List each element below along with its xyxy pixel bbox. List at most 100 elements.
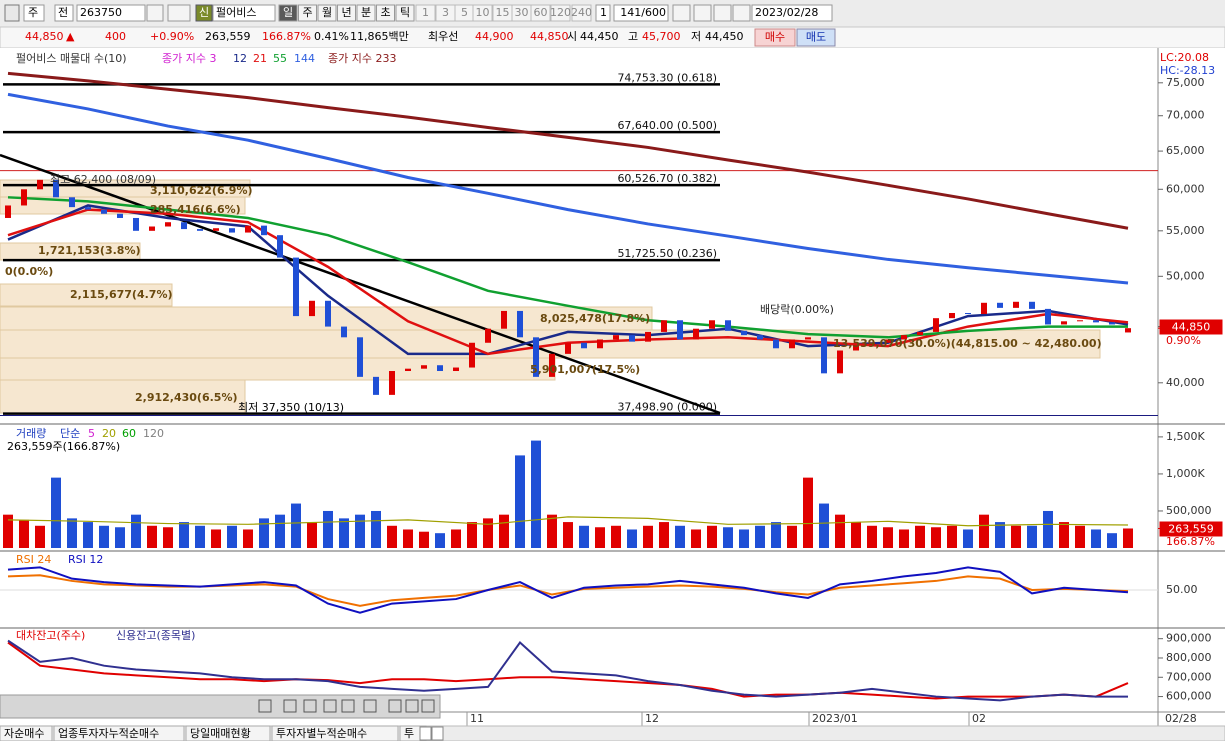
candle [165, 222, 171, 227]
tool-button[interactable] [732, 4, 751, 22]
quote-turnover: 0.41% [314, 30, 349, 43]
candle [277, 235, 283, 258]
legend-ma: 21 [253, 52, 267, 65]
input[interactable] [76, 4, 146, 22]
profile-label: 2,912,430(6.5%) [135, 391, 238, 404]
y-tick-label: 800,000 [1166, 651, 1212, 664]
tool-button[interactable] [672, 4, 691, 22]
float-icon[interactable] [303, 699, 317, 713]
quote-high-label: 고 [628, 30, 638, 43]
candle [405, 368, 411, 372]
minute-button[interactable] [530, 4, 551, 22]
label: 전 [58, 6, 68, 19]
volume-bar [3, 514, 13, 548]
ma-line [7, 71, 1129, 230]
float-icon[interactable] [341, 699, 355, 713]
buy-button[interactable] [754, 28, 796, 47]
candle [789, 339, 795, 349]
volume-bar [275, 514, 285, 548]
tool-button[interactable] [713, 4, 732, 22]
legend-credit: 신용잔고(종목별) [116, 629, 195, 642]
icon[interactable] [4, 4, 20, 22]
float-icon[interactable] [421, 699, 435, 713]
input[interactable] [595, 4, 611, 22]
x-tick-label: 02/28 [1165, 712, 1197, 725]
legend-ma: 144 [294, 52, 315, 65]
candle [389, 371, 395, 395]
volume-bar [1091, 529, 1101, 548]
candle [1045, 308, 1051, 325]
quote-arrow: ▲ [66, 30, 75, 43]
float-icon[interactable] [405, 699, 419, 713]
fib-label: 67,640.00 (0.500) [617, 119, 717, 132]
float-icon[interactable] [323, 699, 337, 713]
date-input[interactable] [751, 4, 833, 22]
volume-bar [147, 525, 157, 548]
minute-button[interactable] [415, 4, 436, 22]
minute-button[interactable] [571, 4, 592, 22]
label: 일 [283, 5, 293, 19]
sell-button[interactable] [796, 28, 836, 47]
float-icon[interactable] [363, 699, 377, 713]
float-icon[interactable] [388, 699, 402, 713]
minute-label: 3 [442, 6, 449, 19]
candle [645, 331, 651, 342]
candle [901, 335, 907, 340]
minute-label: 10 [476, 6, 490, 19]
float-icon[interactable] [283, 699, 297, 713]
input[interactable] [613, 4, 669, 22]
y-tick-label: 55,000 [1166, 224, 1205, 237]
volume-bar [851, 522, 861, 548]
floating-toolbar[interactable] [0, 694, 441, 719]
profile-label: 1,721,153(3.8%) [38, 244, 141, 257]
candle [933, 318, 939, 332]
volume-bar [195, 525, 205, 548]
candle [21, 189, 27, 206]
volume-bar [1123, 528, 1133, 548]
period-button[interactable] [376, 4, 395, 22]
dropdown[interactable] [23, 4, 45, 22]
tab-scroll[interactable] [431, 726, 444, 741]
label: 매수 [765, 31, 785, 44]
candle [1109, 322, 1115, 325]
profile-label: 0(0.0%) [5, 265, 53, 278]
candle [613, 335, 619, 340]
button[interactable] [167, 4, 191, 22]
minute-button[interactable] [550, 4, 571, 22]
last-volume-box [1159, 521, 1223, 537]
volume-bar [499, 514, 509, 548]
volume-bar [211, 529, 221, 548]
tab-scroll[interactable] [419, 726, 432, 741]
credit-line [7, 639, 1128, 702]
period-button[interactable] [298, 4, 317, 22]
candle [325, 300, 331, 327]
legend-ma: 5 [88, 427, 95, 440]
label: 141/600 [620, 6, 666, 19]
volume-bar [595, 527, 605, 548]
float-icon[interactable] [258, 699, 272, 713]
tab-label: 자순매수 [4, 727, 44, 740]
profile-label: 13,539,070(30.0%)(44,815.00 ~ 42,480.00) [833, 337, 1102, 350]
volume-bar [1107, 533, 1117, 548]
volume-bar [995, 522, 1005, 548]
quote-price: 44,850 [25, 30, 64, 43]
volume-bar [419, 531, 429, 548]
search-button[interactable] [146, 4, 164, 22]
minute-button[interactable] [472, 4, 493, 22]
input[interactable] [212, 4, 276, 22]
period-button[interactable] [337, 4, 356, 22]
candle [213, 228, 219, 231]
volume-bar [355, 514, 365, 548]
period-button[interactable] [278, 4, 298, 22]
period-button[interactable] [395, 4, 415, 22]
minute-label: 30 [515, 6, 529, 19]
tool-button[interactable] [693, 4, 712, 22]
volume-bar [243, 529, 253, 548]
quote-open-label: 시 [567, 30, 577, 43]
period-button[interactable] [317, 4, 337, 22]
legend-profile: 펄어비스 매물대 수(10) [16, 52, 127, 65]
button[interactable] [54, 4, 74, 22]
quote-low-label: 저 [691, 30, 701, 43]
volume-bar [611, 525, 621, 548]
period-button[interactable] [356, 4, 376, 22]
